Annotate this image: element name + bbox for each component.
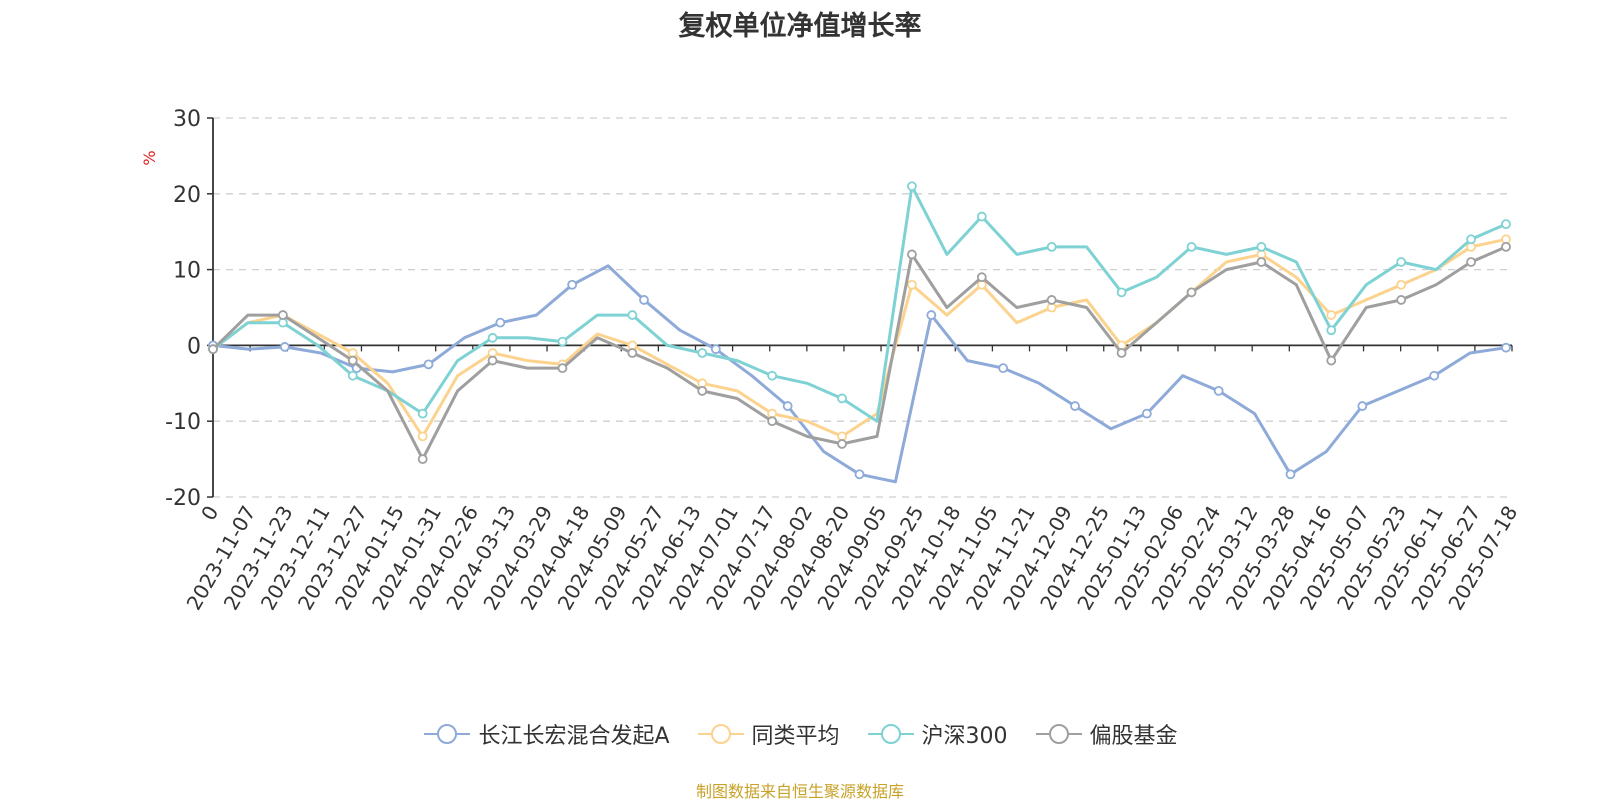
series-2-point	[837, 393, 847, 404]
series-2-point	[697, 348, 708, 358]
legend-swatch-icon	[424, 724, 471, 744]
x-tick-label: 0	[196, 502, 223, 525]
legend-item-0[interactable]: 长江长宏混合发起A	[422, 718, 670, 750]
grid-layer	[213, 117, 1512, 498]
y-tick-label: 0	[187, 334, 201, 359]
series-3-point	[837, 439, 847, 449]
series-2-point	[557, 336, 568, 347]
y-tick-label: -10	[165, 410, 201, 435]
series-3-point	[208, 344, 218, 355]
series-3-point	[487, 355, 498, 366]
series-1-point	[1326, 310, 1337, 320]
series-3-point	[417, 454, 428, 465]
legend-label: 同类平均	[751, 724, 840, 749]
series-2-point	[487, 332, 498, 343]
series-0-point	[567, 279, 578, 290]
series-0-point	[1070, 401, 1080, 411]
legend-label: 沪深300	[921, 724, 1008, 749]
series-layer	[208, 181, 1511, 484]
series-0-point	[279, 342, 290, 352]
series-3-point	[1396, 295, 1407, 305]
series-1-point	[417, 431, 428, 442]
series-2-point	[1396, 257, 1407, 267]
legend: 长江长宏混合发起A 同类平均 沪深300 偏股基金	[0, 718, 1600, 750]
series-3-point	[1466, 257, 1476, 267]
source-note: 制图数据来自恒生聚源数据库	[695, 782, 904, 801]
series-3-point	[347, 355, 358, 366]
series-2-point	[417, 408, 428, 419]
legend-label: 长江长宏混合发起A	[478, 724, 670, 749]
y-tick-label: 10	[173, 259, 201, 284]
series-2-point	[1501, 219, 1511, 230]
legend-swatch-icon	[1035, 724, 1082, 744]
series-3-point	[767, 416, 778, 427]
series-3-point	[1501, 241, 1511, 252]
legend-item-3[interactable]: 偏股基金	[1034, 718, 1178, 750]
series-3-point	[277, 310, 288, 320]
series-2-point	[976, 211, 987, 222]
series-2-point	[1326, 325, 1337, 336]
series-3-point	[557, 363, 568, 374]
series-0-point	[1357, 401, 1368, 411]
series-0-point	[1141, 408, 1152, 419]
series-line-2	[212, 184, 1507, 423]
series-1-point	[1396, 279, 1407, 290]
series-3-point	[1116, 348, 1127, 358]
series-0-point	[1285, 469, 1296, 480]
series-0-point	[998, 363, 1009, 374]
series-3-point	[907, 249, 917, 260]
legend-label: 偏股基金	[1089, 724, 1178, 749]
y-axis-unit-label: %	[140, 150, 159, 165]
series-2-point	[1046, 241, 1057, 252]
series-0-point	[639, 295, 649, 305]
series-1-point	[907, 279, 917, 290]
legend-item-2[interactable]: 沪深300	[866, 718, 1008, 750]
series-2-point	[627, 310, 638, 320]
series-2-point	[767, 370, 778, 381]
series-3-point	[627, 348, 638, 358]
y-tick-label: 20	[173, 183, 201, 208]
series-0-point	[495, 317, 506, 328]
series-0-point	[1429, 370, 1440, 381]
series-2-point	[1186, 241, 1197, 252]
series-3-point	[1046, 295, 1057, 305]
series-line-1	[212, 237, 1507, 438]
series-0-point	[710, 344, 721, 355]
series-3-point	[1326, 355, 1337, 366]
series-3-point	[697, 385, 708, 396]
series-3-point	[1186, 287, 1197, 298]
legend-swatch-icon	[867, 724, 914, 744]
series-0-point	[1501, 342, 1511, 353]
chart-title: 复权单位净值增长率	[678, 11, 922, 42]
series-3-point	[976, 272, 987, 283]
series-0-point	[926, 310, 937, 320]
series-0-point	[782, 401, 793, 411]
legend-swatch-icon	[697, 724, 744, 744]
series-2-point	[347, 370, 358, 381]
series-line-0	[212, 264, 1507, 484]
series-2-point	[1466, 234, 1476, 245]
axis-layer: 3020100-10-2002023-11-072023-11-232023-1…	[165, 107, 1522, 614]
series-2-point	[1256, 241, 1267, 252]
y-tick-label: -20	[165, 486, 201, 511]
series-0-point	[423, 359, 434, 370]
y-tick-label: 30	[173, 107, 201, 132]
series-0-point	[1213, 385, 1224, 396]
series-2-point	[907, 181, 917, 192]
series-line-3	[211, 245, 1507, 461]
series-0-point	[854, 469, 865, 480]
series-2-point	[1116, 287, 1127, 298]
legend-item-1[interactable]: 同类平均	[696, 718, 840, 750]
series-3-point	[1256, 257, 1267, 267]
